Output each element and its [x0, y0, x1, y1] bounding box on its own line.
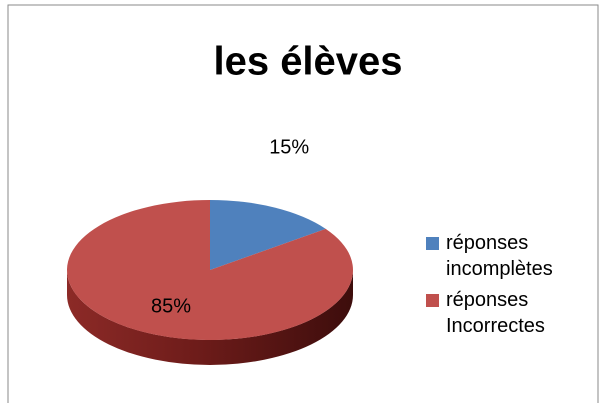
legend-item: réponses Incorrectes — [426, 287, 566, 339]
pie-slice — [210, 200, 326, 270]
legend-item: réponses incomplètes — [426, 230, 566, 282]
chart-title: les élèves — [213, 40, 402, 84]
data-label: 15% — [269, 137, 309, 159]
chart-border — [7, 4, 599, 403]
legend-label: réponses Incorrectes — [446, 289, 545, 337]
legend-swatch — [426, 237, 439, 250]
pie-slice — [67, 200, 354, 340]
legend-label: réponses incomplètes — [446, 232, 553, 280]
pie-side — [67, 270, 353, 365]
data-label: 85% — [151, 296, 191, 318]
legend-swatch — [426, 294, 439, 307]
